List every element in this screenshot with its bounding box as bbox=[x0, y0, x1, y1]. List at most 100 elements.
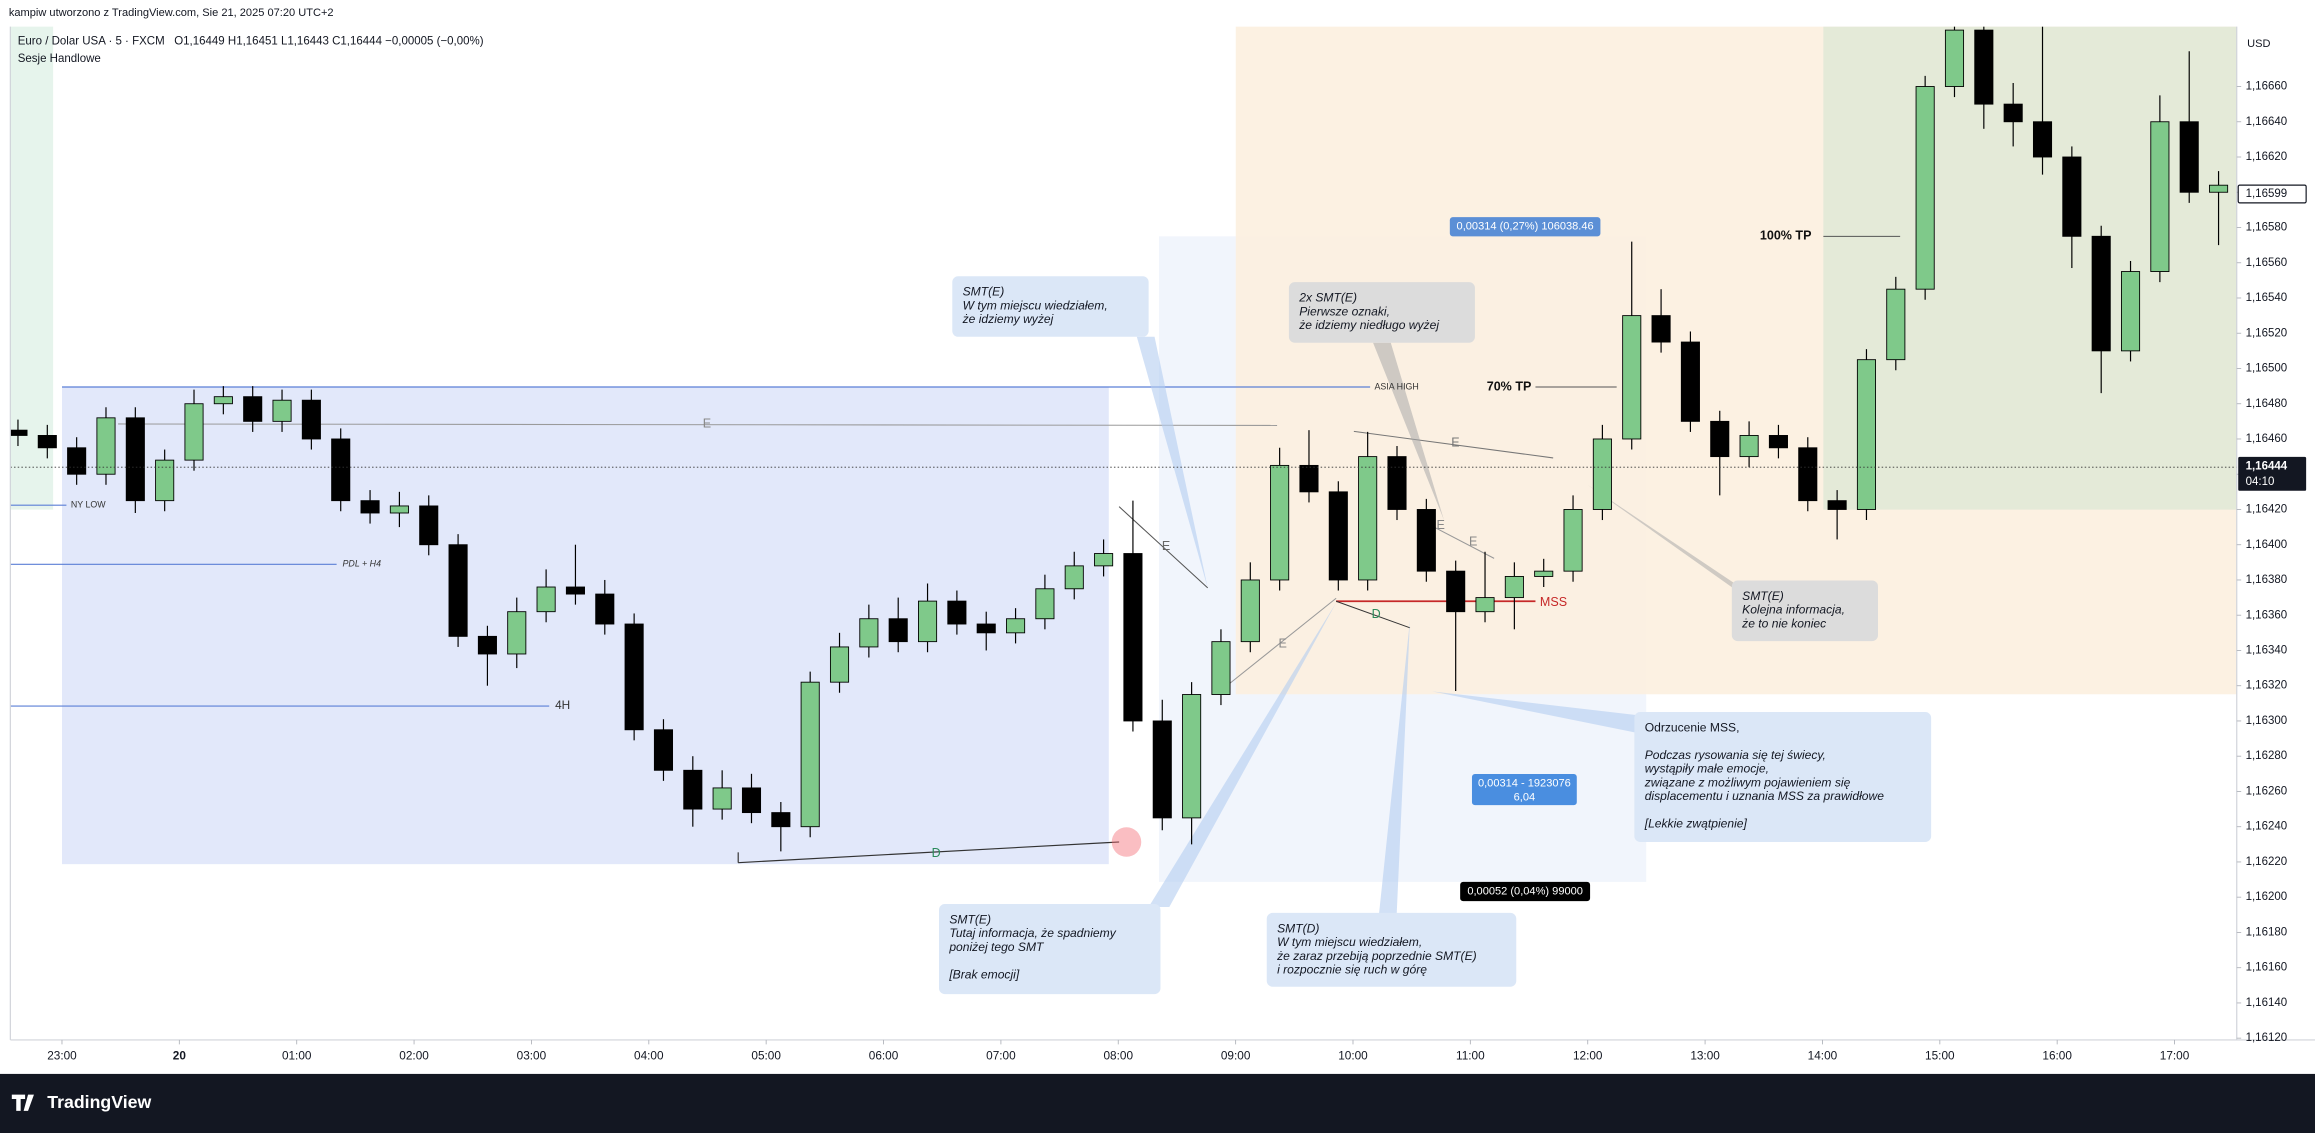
candle-body bbox=[37, 435, 57, 449]
session-zone bbox=[1823, 26, 2237, 510]
e-line bbox=[1353, 430, 1554, 459]
candle-body bbox=[213, 396, 233, 405]
candle-body bbox=[1622, 315, 1642, 440]
candle-body bbox=[1475, 597, 1495, 613]
callout-box bbox=[1634, 712, 1932, 842]
d-line bbox=[738, 841, 1120, 864]
candle-body bbox=[96, 417, 116, 475]
candle-body bbox=[155, 459, 175, 502]
candle-body bbox=[1328, 491, 1348, 581]
candle-body bbox=[360, 500, 380, 514]
y-tick-label: 1,16520 bbox=[2246, 327, 2288, 339]
legend-ohlc: O1,16449 H1,16451 L1,16443 C1,16444 −0,0… bbox=[174, 35, 484, 47]
callout-pointer bbox=[1373, 342, 1444, 520]
candle-body bbox=[918, 600, 938, 643]
x-tick-label: 09:00 bbox=[1221, 1048, 1251, 1062]
candle-body bbox=[419, 505, 439, 546]
candle-body bbox=[2003, 103, 2023, 123]
y-tick-label: 1,16300 bbox=[2246, 715, 2288, 727]
candle-body bbox=[829, 646, 850, 683]
y-tick-label: 1,16560 bbox=[2246, 257, 2288, 269]
candle-body bbox=[2120, 271, 2141, 352]
x-tick-label: 16:00 bbox=[2042, 1048, 2072, 1062]
candle-body bbox=[272, 399, 292, 422]
candle-body bbox=[947, 600, 967, 625]
candle-body bbox=[1534, 570, 1554, 577]
time-axis bbox=[0, 1039, 2237, 1074]
drawing-label: MSS bbox=[1540, 595, 1567, 609]
candle-body bbox=[1798, 447, 1818, 502]
callout-pointer bbox=[1148, 602, 1337, 907]
candle-body bbox=[859, 618, 879, 648]
callout-text: SMT(E) bbox=[963, 285, 1005, 299]
x-tick-label: 08:00 bbox=[1103, 1048, 1133, 1062]
d-line bbox=[1335, 600, 1411, 629]
y-tick-label: 1,16160 bbox=[2246, 962, 2288, 974]
candle-body bbox=[1680, 341, 1700, 422]
price-tag-label: 1,16599 bbox=[2246, 188, 2288, 200]
y-tick-label: 1,16200 bbox=[2246, 891, 2288, 903]
candle-body bbox=[1387, 456, 1407, 510]
drawing-label: 4H bbox=[555, 698, 570, 712]
candle-body bbox=[653, 729, 674, 771]
drawing-label: ASIA HIGH bbox=[1375, 381, 1419, 391]
y-tick-label: 1,16400 bbox=[2246, 539, 2288, 551]
callout-text: Odrzucenie MSS, bbox=[1645, 720, 1740, 734]
callout-text: SMT(D) bbox=[1277, 921, 1319, 935]
callout-box bbox=[938, 904, 1161, 995]
callout-text: [Lekkie zwątpienie] bbox=[1644, 817, 1748, 831]
x-tick-label: 23:00 bbox=[47, 1048, 77, 1062]
callout-pointer bbox=[1378, 620, 1410, 915]
drawing-label: E bbox=[1437, 518, 1445, 532]
header-title: kampiw utworzono z TradingView.com, Sie … bbox=[9, 7, 334, 19]
drawing-label: 70% TP bbox=[1487, 379, 1532, 393]
callout-text: SMT(E) bbox=[1742, 589, 1784, 603]
candle-body bbox=[1240, 579, 1260, 643]
callout-box bbox=[1731, 580, 1878, 642]
candle-body bbox=[1182, 694, 1202, 819]
x-tick-label: 12:00 bbox=[1573, 1048, 1603, 1062]
drawing-label: D bbox=[932, 846, 941, 860]
x-tick-label: 07:00 bbox=[986, 1048, 1016, 1062]
callout-text: wystąpiły małe emocje, bbox=[1645, 762, 1769, 776]
drawing-label: NY LOW bbox=[71, 500, 106, 510]
x-tick-label: 11:00 bbox=[1456, 1048, 1485, 1062]
callout-text: Tutaj informacja, że spadniemy bbox=[949, 926, 1116, 940]
y-tick-label: 1,16580 bbox=[2246, 222, 2288, 234]
callout-text: poniżej tego SMT bbox=[948, 940, 1045, 954]
y-tick-label: 1,16480 bbox=[2246, 398, 2288, 410]
legend-indicator: Sesje Handlowe bbox=[18, 53, 101, 65]
candle-body bbox=[1211, 641, 1231, 695]
y-tick-label: 1,16420 bbox=[2246, 504, 2288, 516]
callout-text: SMT(E) bbox=[949, 912, 991, 926]
drawing-label: D bbox=[1372, 607, 1381, 621]
candle-body bbox=[2062, 156, 2082, 237]
candle-body bbox=[1563, 509, 1583, 572]
candle-body bbox=[1827, 500, 1847, 510]
x-tick-label: 13:00 bbox=[1690, 1048, 1720, 1062]
callout-text: displacementu i uznania MSS za prawidłow… bbox=[1645, 789, 1885, 803]
candle-body bbox=[507, 611, 527, 655]
candle-body bbox=[1710, 420, 1730, 458]
x-tick-label: 14:00 bbox=[1808, 1048, 1838, 1062]
candle-body bbox=[2091, 235, 2111, 352]
last-price-tag bbox=[2238, 456, 2307, 491]
y-tick-label: 1,16500 bbox=[2246, 363, 2288, 375]
candle-body bbox=[1856, 359, 1877, 510]
drawing-label: E bbox=[1451, 435, 1459, 449]
measure-box bbox=[1471, 774, 1577, 806]
candle-body bbox=[741, 787, 762, 814]
candle-body bbox=[2150, 121, 2170, 272]
callout-text: że to nie koniec bbox=[1741, 616, 1826, 630]
callout-text: że idziemy niedługo wyżej bbox=[1298, 318, 1439, 332]
candle-body bbox=[1446, 570, 1466, 613]
axes: 1,166601,166401,166201,166001,165801,165… bbox=[47, 81, 2307, 1062]
candle-body bbox=[1064, 565, 1084, 590]
x-tick-label: 10:00 bbox=[1338, 1048, 1368, 1062]
callout-pointer bbox=[1432, 691, 1636, 733]
candle-body bbox=[1358, 456, 1378, 581]
candle-body bbox=[624, 623, 644, 731]
callout-text: że zaraz przebiją poprzednie SMT(E) bbox=[1276, 949, 1477, 963]
measure-label: 0,00052 (0,04%) 99000 bbox=[1467, 885, 1583, 897]
